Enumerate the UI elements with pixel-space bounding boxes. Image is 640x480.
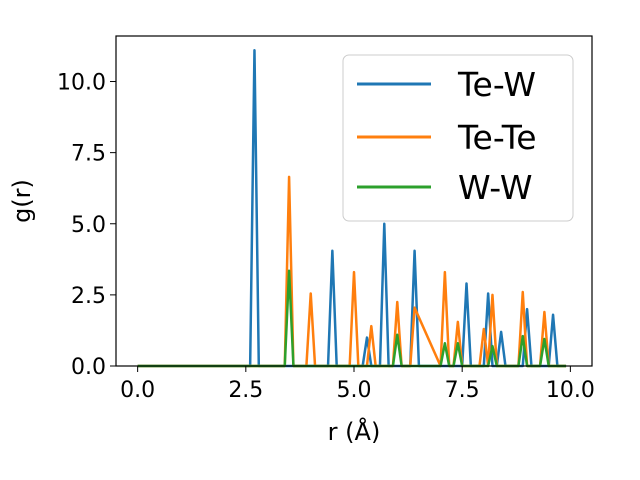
legend-label: W-W — [458, 168, 533, 207]
y-tick-label: 5.0 — [71, 213, 106, 238]
x-tick-label: 5.0 — [337, 378, 372, 403]
y-tick-label: 2.5 — [71, 284, 106, 309]
y-axis: 0.0 2.5 5.0 7.5 10.0 — [57, 71, 116, 380]
x-tick-label: 10.0 — [546, 378, 595, 403]
y-axis-label: g(r) — [8, 179, 36, 223]
y-tick-label: 10.0 — [57, 71, 106, 96]
x-axis-label: r (Å) — [328, 417, 381, 446]
x-tick-label: 0.0 — [120, 378, 155, 403]
x-axis: 0.0 2.5 5.0 7.5 10.0 — [120, 366, 595, 403]
y-tick-label: 0.0 — [71, 355, 106, 380]
legend-label: Te-Te — [457, 118, 537, 157]
legend-label: Te-W — [457, 65, 536, 104]
legend-box — [342, 54, 574, 222]
x-tick-label: 2.5 — [228, 378, 263, 403]
y-tick-label: 7.5 — [71, 142, 106, 167]
x-tick-label: 7.5 — [445, 378, 480, 403]
legend: Te-W Te-Te W-W — [342, 54, 574, 222]
